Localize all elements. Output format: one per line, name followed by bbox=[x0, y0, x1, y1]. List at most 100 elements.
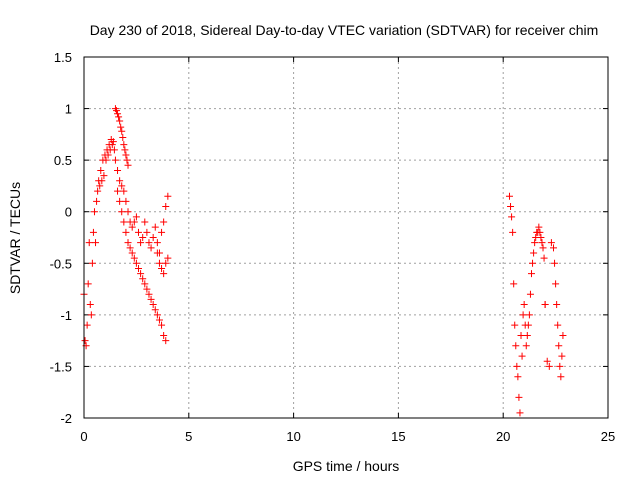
series-arc-1-lower-branch bbox=[114, 187, 170, 345]
data-point bbox=[153, 311, 161, 319]
data-point bbox=[124, 161, 132, 169]
data-point bbox=[158, 321, 166, 329]
data-point bbox=[126, 244, 134, 252]
data-point bbox=[517, 331, 525, 339]
data-point bbox=[116, 197, 124, 205]
data-point bbox=[109, 138, 117, 146]
series-arc-1-early bbox=[80, 136, 118, 350]
data-point bbox=[550, 244, 558, 252]
data-point bbox=[147, 295, 155, 303]
data-point bbox=[541, 301, 549, 309]
y-axis-label: SDTVAR / TECUs bbox=[7, 182, 23, 294]
data-point bbox=[523, 331, 531, 339]
data-point bbox=[531, 239, 539, 247]
data-point bbox=[162, 259, 170, 267]
data-point bbox=[509, 228, 517, 236]
data-point bbox=[124, 239, 132, 247]
data-point bbox=[132, 259, 140, 267]
data-point bbox=[155, 316, 163, 324]
data-point bbox=[555, 342, 563, 350]
y-tick-label: -1 bbox=[60, 308, 72, 323]
data-point bbox=[556, 362, 564, 370]
data-point bbox=[519, 311, 527, 319]
data-point bbox=[132, 213, 140, 221]
data-point bbox=[158, 264, 166, 272]
data-point bbox=[124, 208, 132, 216]
data-point bbox=[141, 280, 149, 288]
data-point bbox=[526, 290, 534, 298]
data-point bbox=[537, 234, 545, 241]
data-point bbox=[514, 373, 522, 381]
tick-labels: 0 5 10 15 20 25 -2 -1.5 -1 -0.5 0 0.5 1 1.5 bbox=[50, 50, 616, 444]
data-point bbox=[96, 182, 104, 190]
data-point bbox=[547, 239, 555, 247]
data-point bbox=[539, 244, 547, 252]
x-tick-label: 0 bbox=[80, 429, 87, 444]
data-point bbox=[81, 337, 89, 345]
series-arc-1-upper-branch bbox=[111, 156, 172, 257]
data-point bbox=[122, 197, 130, 205]
data-point bbox=[147, 244, 155, 252]
data-point bbox=[149, 301, 157, 309]
data-point bbox=[153, 249, 161, 257]
data-point bbox=[111, 156, 119, 164]
data-point bbox=[158, 228, 166, 236]
data-point bbox=[536, 228, 544, 236]
data-point bbox=[513, 362, 521, 370]
data-point bbox=[137, 239, 145, 247]
data-point bbox=[114, 110, 122, 118]
data-point bbox=[116, 117, 124, 125]
data-point bbox=[153, 239, 161, 247]
data-point bbox=[88, 259, 96, 267]
data-point bbox=[527, 270, 535, 278]
x-tick-label: 15 bbox=[391, 429, 405, 444]
data-point bbox=[100, 172, 108, 180]
data-point bbox=[120, 187, 128, 195]
data-point bbox=[122, 151, 130, 159]
data-point bbox=[552, 280, 560, 288]
data-point bbox=[114, 166, 122, 174]
data-point bbox=[115, 113, 123, 121]
data-point bbox=[553, 301, 561, 309]
data-point bbox=[119, 133, 127, 141]
data-point bbox=[108, 141, 116, 149]
y-tick-label: 1.5 bbox=[54, 50, 72, 65]
data-point bbox=[137, 270, 145, 278]
data-point bbox=[162, 203, 170, 211]
data-point bbox=[118, 182, 126, 190]
y-tick-label: 1 bbox=[65, 102, 72, 117]
data-point bbox=[90, 208, 98, 216]
data-point bbox=[554, 321, 562, 329]
series-arc-1-tail bbox=[153, 249, 172, 278]
data-point bbox=[143, 228, 151, 236]
data-point bbox=[122, 228, 130, 236]
data-point bbox=[85, 239, 93, 247]
data-point bbox=[538, 239, 546, 247]
data-point bbox=[128, 223, 136, 231]
y-tick-label: -2 bbox=[60, 411, 72, 426]
data-point bbox=[114, 187, 122, 195]
data-point bbox=[121, 146, 129, 154]
data-point bbox=[98, 177, 106, 185]
data-point bbox=[155, 259, 163, 267]
data-point bbox=[83, 321, 91, 329]
data-point bbox=[516, 409, 524, 417]
data-point bbox=[102, 156, 110, 164]
data-point bbox=[141, 218, 149, 226]
data-point bbox=[93, 197, 101, 205]
data-point bbox=[84, 280, 92, 288]
data-point bbox=[134, 264, 142, 272]
data-point bbox=[92, 239, 100, 247]
data-point bbox=[524, 321, 532, 329]
x-axis-label: GPS time / hours bbox=[293, 458, 400, 474]
data-point bbox=[112, 107, 120, 115]
series-arc-2 bbox=[505, 192, 549, 417]
data-point bbox=[130, 254, 138, 262]
data-point bbox=[518, 352, 526, 360]
data-point bbox=[525, 311, 533, 319]
data-point bbox=[535, 223, 543, 231]
scatter-marks bbox=[80, 105, 567, 417]
plot-frame bbox=[83, 56, 609, 419]
data-point bbox=[89, 228, 97, 236]
data-point bbox=[110, 146, 118, 154]
